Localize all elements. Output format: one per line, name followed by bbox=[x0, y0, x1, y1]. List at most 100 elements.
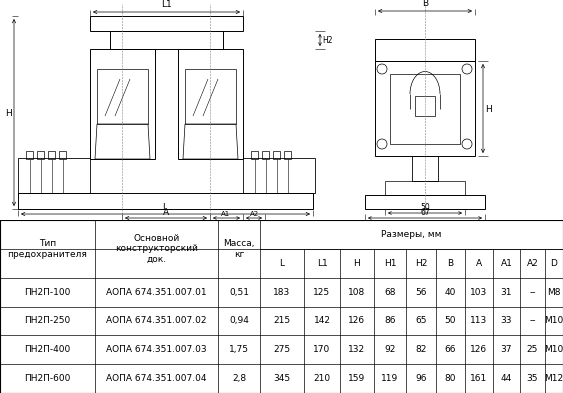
Text: 82: 82 bbox=[415, 345, 427, 354]
Text: 92: 92 bbox=[385, 345, 396, 354]
Text: H2: H2 bbox=[415, 259, 427, 268]
Bar bbox=[385, 181, 465, 195]
Text: АОПА 674.351.007.04: АОПА 674.351.007.04 bbox=[106, 374, 207, 383]
Text: 345: 345 bbox=[274, 374, 291, 383]
Bar bbox=[37, 151, 44, 159]
Text: A2: A2 bbox=[249, 211, 258, 217]
Text: M10: M10 bbox=[544, 316, 563, 325]
Text: ПН2П-600: ПН2П-600 bbox=[24, 374, 71, 383]
Text: ПН2П-400: ПН2П-400 bbox=[24, 345, 70, 354]
Text: 159: 159 bbox=[348, 374, 365, 383]
Text: L1: L1 bbox=[316, 259, 327, 268]
Text: 86: 86 bbox=[385, 316, 396, 325]
Bar bbox=[48, 151, 55, 159]
Text: ПН2П-100: ПН2П-100 bbox=[24, 288, 71, 297]
Text: H: H bbox=[485, 105, 491, 114]
Bar bbox=[375, 61, 475, 156]
Text: A: A bbox=[163, 208, 169, 217]
Text: 68: 68 bbox=[385, 288, 396, 297]
Text: 31: 31 bbox=[501, 288, 512, 297]
Text: 50: 50 bbox=[445, 316, 456, 325]
Bar bbox=[390, 74, 460, 144]
Text: H1: H1 bbox=[384, 259, 396, 268]
Bar bbox=[412, 156, 438, 181]
Bar bbox=[251, 151, 258, 159]
Text: 67: 67 bbox=[420, 208, 430, 217]
Text: L1: L1 bbox=[160, 0, 171, 9]
Text: 56: 56 bbox=[415, 288, 427, 297]
Text: M12: M12 bbox=[544, 374, 563, 383]
Text: 126: 126 bbox=[348, 316, 365, 325]
Text: 25: 25 bbox=[527, 345, 538, 354]
Bar bbox=[185, 69, 236, 124]
Bar bbox=[90, 49, 155, 159]
Bar bbox=[110, 31, 223, 49]
Text: H: H bbox=[354, 259, 360, 268]
Bar bbox=[375, 39, 475, 61]
Text: D: D bbox=[551, 259, 557, 268]
Text: 66: 66 bbox=[445, 345, 456, 354]
Text: A1: A1 bbox=[501, 259, 512, 268]
Text: L: L bbox=[163, 203, 168, 212]
Text: M8: M8 bbox=[547, 288, 561, 297]
Text: Размеры, мм: Размеры, мм bbox=[381, 230, 442, 239]
Bar bbox=[243, 158, 315, 193]
Text: 125: 125 bbox=[314, 288, 330, 297]
Text: 35: 35 bbox=[527, 374, 538, 383]
Text: 210: 210 bbox=[314, 374, 330, 383]
Bar bbox=[365, 195, 485, 209]
Text: A2: A2 bbox=[526, 259, 538, 268]
Bar bbox=[90, 16, 243, 31]
Text: 65: 65 bbox=[415, 316, 427, 325]
Bar bbox=[59, 151, 66, 159]
Bar bbox=[178, 49, 243, 159]
Text: 113: 113 bbox=[470, 316, 488, 325]
Text: 0,51: 0,51 bbox=[229, 288, 249, 297]
Text: 215: 215 bbox=[274, 316, 291, 325]
Text: 37: 37 bbox=[501, 345, 512, 354]
Bar bbox=[97, 69, 148, 124]
Text: H2: H2 bbox=[322, 35, 333, 44]
Text: 44: 44 bbox=[501, 374, 512, 383]
Text: B: B bbox=[422, 0, 428, 8]
Text: 33: 33 bbox=[501, 316, 512, 325]
Text: 108: 108 bbox=[348, 288, 365, 297]
Text: 0,94: 0,94 bbox=[229, 316, 249, 325]
Text: 170: 170 bbox=[314, 345, 330, 354]
Bar bbox=[26, 151, 33, 159]
Text: АОПА 674.351.007.02: АОПА 674.351.007.02 bbox=[106, 316, 207, 325]
Text: Тип
предохранителя: Тип предохранителя bbox=[7, 239, 87, 259]
Text: 96: 96 bbox=[415, 374, 427, 383]
Text: B: B bbox=[448, 259, 454, 268]
Text: 161: 161 bbox=[470, 374, 488, 383]
Text: Основной
конструкторский
док.: Основной конструкторский док. bbox=[115, 234, 198, 264]
Text: 2,8: 2,8 bbox=[232, 374, 246, 383]
Text: A1: A1 bbox=[221, 211, 231, 217]
Bar bbox=[415, 96, 435, 116]
Text: 132: 132 bbox=[348, 345, 365, 354]
Text: Масса,
кг: Масса, кг bbox=[224, 239, 254, 259]
Text: L: L bbox=[279, 259, 284, 268]
Bar bbox=[273, 151, 280, 159]
Bar bbox=[18, 193, 313, 209]
Text: ПН2П-250: ПН2П-250 bbox=[24, 316, 70, 325]
Text: 40: 40 bbox=[445, 288, 456, 297]
Text: 103: 103 bbox=[470, 288, 488, 297]
Bar bbox=[284, 151, 291, 159]
Text: A: A bbox=[476, 259, 482, 268]
Text: 142: 142 bbox=[314, 316, 330, 325]
Text: 183: 183 bbox=[274, 288, 291, 297]
Text: 275: 275 bbox=[274, 345, 291, 354]
Text: 50: 50 bbox=[420, 203, 430, 212]
Text: M10: M10 bbox=[544, 345, 563, 354]
Text: 126: 126 bbox=[471, 345, 488, 354]
Text: H: H bbox=[5, 108, 12, 118]
Text: 119: 119 bbox=[381, 374, 399, 383]
Text: АОПА 674.351.007.03: АОПА 674.351.007.03 bbox=[106, 345, 207, 354]
Text: 1,75: 1,75 bbox=[229, 345, 249, 354]
Bar bbox=[18, 158, 90, 193]
Text: --: -- bbox=[529, 316, 536, 325]
Text: --: -- bbox=[529, 288, 536, 297]
Text: АОПА 674.351.007.01: АОПА 674.351.007.01 bbox=[106, 288, 207, 297]
Bar bbox=[262, 151, 269, 159]
